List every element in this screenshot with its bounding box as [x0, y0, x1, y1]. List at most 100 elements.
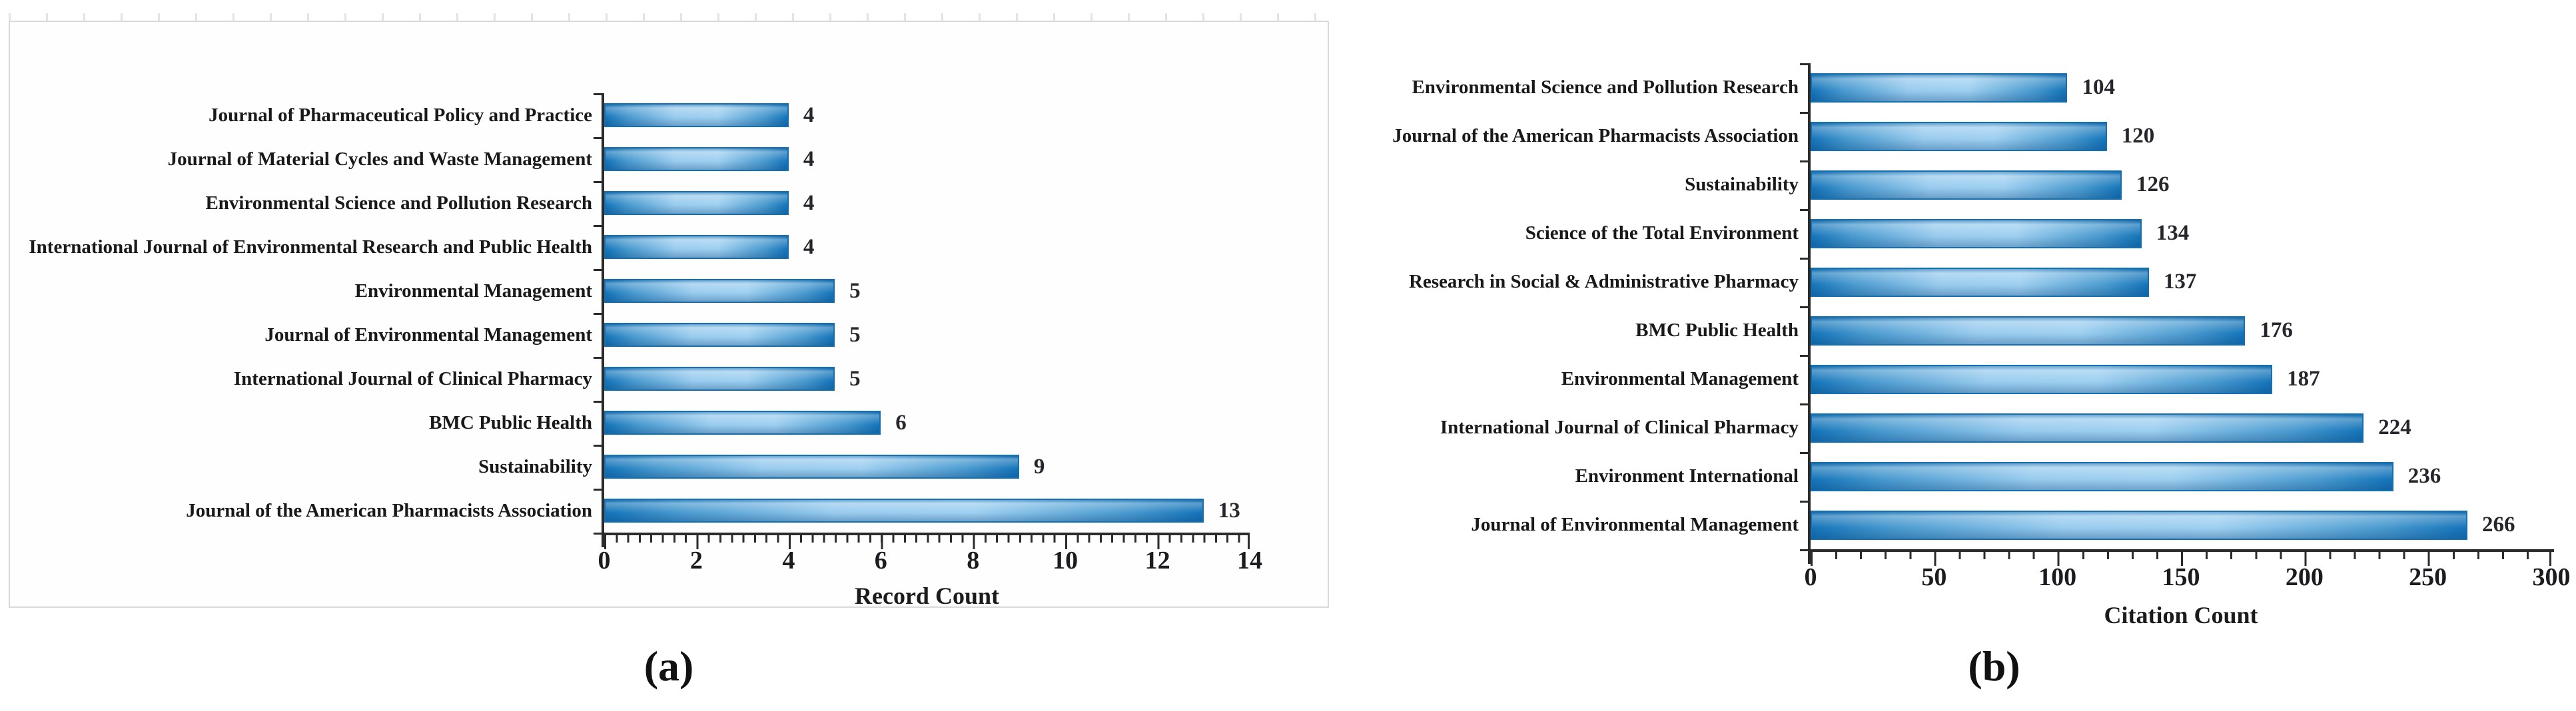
value-label: 236 [2407, 464, 2441, 488]
bar-row: International Journal of Clinical Pharma… [1412, 403, 2576, 452]
value-label: 4 [803, 234, 815, 259]
bar-row: Journal of Pharmaceutical Policy and Pra… [10, 93, 1328, 137]
value-label: 5 [849, 278, 861, 303]
bar-track: 13 [604, 499, 1250, 523]
x-tick-label: 6 [874, 547, 887, 575]
value-label: 4 [803, 190, 815, 215]
x-tick-label: 200 [2285, 563, 2324, 591]
value-label: 176 [2260, 318, 2293, 342]
x-tick-label: 12 [1144, 547, 1170, 575]
x-tick-label: 0 [598, 547, 611, 575]
bar-row: Sustainability 9 [10, 445, 1328, 489]
x-axis-major-ticks [1811, 552, 2551, 566]
x-axis-line [1808, 549, 2554, 552]
bar-row: Environmental Management 5 [10, 269, 1328, 313]
x-tick-labels: 0 2 4 6 8 10 12 14 [598, 546, 1263, 577]
bar-track: 137 [1811, 267, 2551, 297]
chart-panel-citation-count: Environmental Science and Pollution Rese… [1392, 0, 2576, 711]
bar-track: 5 [604, 323, 1250, 348]
x-axis-title: Record Count [855, 583, 999, 609]
bar [604, 367, 835, 391]
x-tick-label: 100 [2038, 563, 2077, 591]
bar-row: International Journal of Environmental R… [10, 225, 1328, 269]
bar-track: 104 [1811, 73, 2551, 103]
y-axis-line [1808, 63, 1811, 564]
category-label: Journal of the American Pharmacists Asso… [1392, 125, 1799, 147]
category-label: Journal of Environmental Management [1471, 514, 1799, 536]
bar-row: Sustainability 126 [1412, 160, 2576, 209]
x-tick-labels: 0 50 100 150 200 250 300 [1805, 563, 2571, 593]
bar-row: BMC Public Health 6 [10, 401, 1328, 445]
x-tick-label: 50 [1921, 563, 1947, 591]
x-tick-label: 2 [689, 547, 703, 575]
bar [1811, 510, 2467, 540]
bar-track: 5 [604, 279, 1250, 304]
bar-row: Environmental Science and Pollution Rese… [10, 181, 1328, 225]
bar [604, 411, 881, 435]
value-label: 266 [2481, 513, 2515, 537]
bar [1811, 170, 2122, 200]
value-label: 13 [1218, 498, 1240, 523]
bar-track: 4 [604, 147, 1250, 172]
bar [1811, 316, 2246, 346]
category-label: BMC Public Health [1635, 320, 1799, 342]
bar-row: Science of the Total Environment 134 [1412, 209, 2576, 258]
value-label: 120 [2121, 124, 2155, 148]
bar [1811, 461, 2393, 491]
category-label: Journal of Environmental Management [264, 324, 592, 346]
bar-track: 134 [1811, 218, 2551, 248]
bar-track: 120 [1811, 121, 2551, 151]
x-axis-major-ticks [604, 535, 1250, 549]
bar-row: Journal of the American Pharmacists Asso… [1392, 112, 2576, 160]
x-tick-label: 14 [1237, 547, 1262, 575]
x-tick-label: 4 [782, 547, 795, 575]
bar [604, 235, 789, 259]
bar-row: Journal of Material Cycles and Waste Man… [10, 137, 1328, 181]
category-label: Journal of the American Pharmacists Asso… [186, 499, 592, 521]
bar-row: BMC Public Health 176 [1412, 306, 2576, 355]
value-label: 126 [2136, 172, 2170, 196]
bar-track: 266 [1811, 510, 2551, 540]
y-axis-ticks [594, 93, 602, 535]
category-label: Sustainability [478, 455, 592, 477]
bar-row: Environment International 236 [1412, 452, 2576, 501]
bar-rows-container: Journal of Pharmaceutical Policy and Pra… [10, 93, 1328, 533]
x-tick-label: 8 [967, 547, 980, 575]
bar-track: 4 [604, 191, 1250, 216]
bar-track: 4 [604, 235, 1250, 260]
subfigure-caption-a: (a) [644, 642, 694, 690]
bar-track: 176 [1811, 316, 2551, 346]
value-label: 6 [895, 410, 907, 435]
bar-track: 126 [1811, 170, 2551, 200]
bar-track: 5 [604, 367, 1250, 391]
category-label: Environmental Science and Pollution Rese… [1412, 77, 1799, 99]
value-label: 137 [2163, 270, 2197, 294]
bar-row: Environmental Science and Pollution Rese… [1412, 63, 2576, 112]
category-label: International Journal of Clinical Pharma… [233, 367, 592, 389]
bar-track: 9 [604, 455, 1250, 479]
category-label: Sustainability [1685, 174, 1799, 196]
bar [604, 147, 789, 171]
category-label: Environmental Management [1561, 368, 1799, 390]
frame-ruler-ticks [9, 13, 1329, 21]
bar-row: Journal of Environmental Management 266 [1412, 501, 2576, 549]
category-label: Science of the Total Environment [1525, 222, 1799, 244]
bar [604, 103, 789, 127]
value-label: 5 [849, 366, 861, 391]
bar-track: 4 [604, 103, 1250, 128]
bar [1811, 218, 2142, 248]
category-label: International Journal of Environmental R… [29, 236, 592, 258]
bar-track: 236 [1811, 461, 2551, 491]
bar-row: Journal of Environmental Management 5 [10, 313, 1328, 357]
value-label: 9 [1033, 454, 1045, 479]
x-tick-label: 10 [1053, 547, 1078, 575]
bar [1811, 121, 2107, 151]
category-label: BMC Public Health [429, 411, 592, 433]
bar [1811, 413, 2364, 443]
bar [604, 455, 1019, 479]
value-label: 4 [803, 146, 815, 171]
category-label: Environmental Science and Pollution Rese… [205, 192, 592, 214]
category-label: Research in Social & Administrative Phar… [1408, 271, 1799, 293]
bar [604, 499, 1204, 523]
